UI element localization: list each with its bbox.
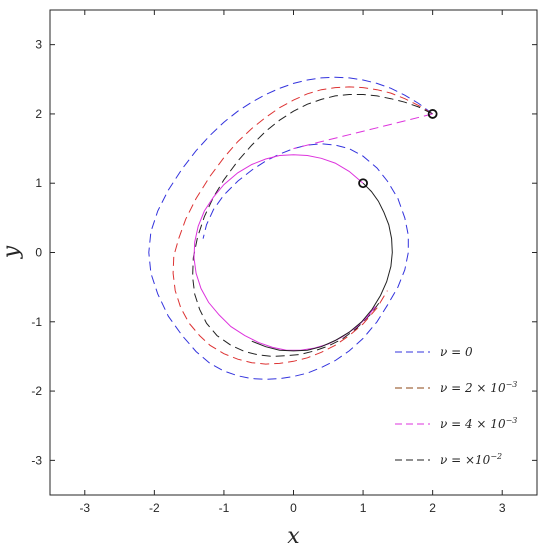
y-tick-label-3: 0 xyxy=(35,246,42,260)
tick-layer: -3 -2 -1 0 1 2 3 -3 -2 -1 0 1 2 3 xyxy=(31,10,537,515)
legend-entry-2: ν = 4 × 10−3 xyxy=(395,416,517,431)
y-tick-label-2: -1 xyxy=(31,315,42,329)
x-axis-label: x xyxy=(287,524,300,549)
y-tick-label-4: 1 xyxy=(35,176,42,190)
series-line-0 xyxy=(148,76,433,380)
x-tick-label-2: -1 xyxy=(219,501,230,515)
x-tick-label-1: -2 xyxy=(149,501,160,515)
series-line-3 xyxy=(293,113,433,150)
legend-label-0: ν = 0 xyxy=(440,345,473,359)
series-line-2 xyxy=(192,94,433,357)
legend-label-1: ν = 2 × 10−3 xyxy=(440,380,517,395)
marker-0 xyxy=(427,109,438,119)
y-tick-label-1: -2 xyxy=(31,384,42,398)
x-tick-label-0: -3 xyxy=(79,501,90,515)
x-tick-label-6: 3 xyxy=(499,501,506,515)
series-layer xyxy=(148,76,433,380)
plot-background xyxy=(50,10,537,495)
legend-label-2: ν = 4 × 10−3 xyxy=(440,416,517,431)
series-line-5 xyxy=(251,182,393,352)
legend-entry-3: ν = ×10−2 xyxy=(395,452,502,467)
series-line-4 xyxy=(193,154,376,351)
x-tick-label-5: 2 xyxy=(429,501,436,515)
y-tick-label-5: 2 xyxy=(35,107,42,121)
marker-1 xyxy=(358,178,368,189)
legend-entry-1: ν = 2 × 10−3 xyxy=(395,380,517,395)
legend-entry-0: ν = 0 xyxy=(395,345,473,359)
y-axis-label: y xyxy=(0,245,24,259)
series-line-1 xyxy=(172,86,433,365)
y-tick-label-0: -3 xyxy=(31,453,42,467)
x-tick-label-4: 1 xyxy=(360,501,367,515)
x-tick-label-3: 0 xyxy=(290,501,297,515)
marker-layer xyxy=(358,109,438,189)
legend: ν = 0 ν = 2 × 10−3 ν = 4 × 10−3 ν = ×10−… xyxy=(395,345,517,467)
y-tick-label-6: 3 xyxy=(35,38,42,52)
legend-label-3: ν = ×10−2 xyxy=(440,452,502,467)
